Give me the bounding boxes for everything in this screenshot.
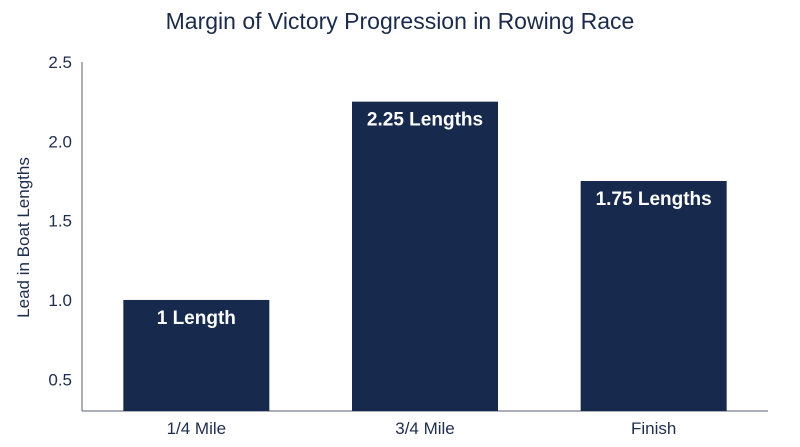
y-tick-label: 2.5: [48, 53, 72, 72]
y-tick-label: 2.0: [48, 132, 72, 151]
chart-title: Margin of Victory Progression in Rowing …: [165, 8, 635, 34]
bar: [580, 180, 727, 411]
y-tick-label: 1.5: [48, 212, 72, 231]
bar-data-label: 1.75 Lengths: [596, 189, 712, 210]
bar: [352, 101, 498, 411]
y-tick-label: 1.0: [48, 291, 72, 310]
x-tick-label: 3/4 Mile: [395, 419, 455, 438]
x-tick-label: 1/4 Mile: [167, 419, 227, 438]
y-ticks: 0.5 1.0 1.5 2.0 2.5: [48, 53, 72, 389]
x-tick-label: Finish: [631, 419, 676, 438]
bars: 1 Length 2.25 Lengths 1.75 Lengths: [123, 101, 727, 411]
bar: [123, 299, 270, 411]
bar-data-label: 1 Length: [157, 308, 236, 329]
y-axis-title: Lead in Boat Lengths: [14, 157, 33, 318]
y-tick-label: 0.5: [48, 370, 72, 389]
bar-data-label: 2.25 Lengths: [367, 110, 483, 131]
x-ticks: 1/4 Mile 3/4 Mile Finish: [167, 419, 677, 438]
